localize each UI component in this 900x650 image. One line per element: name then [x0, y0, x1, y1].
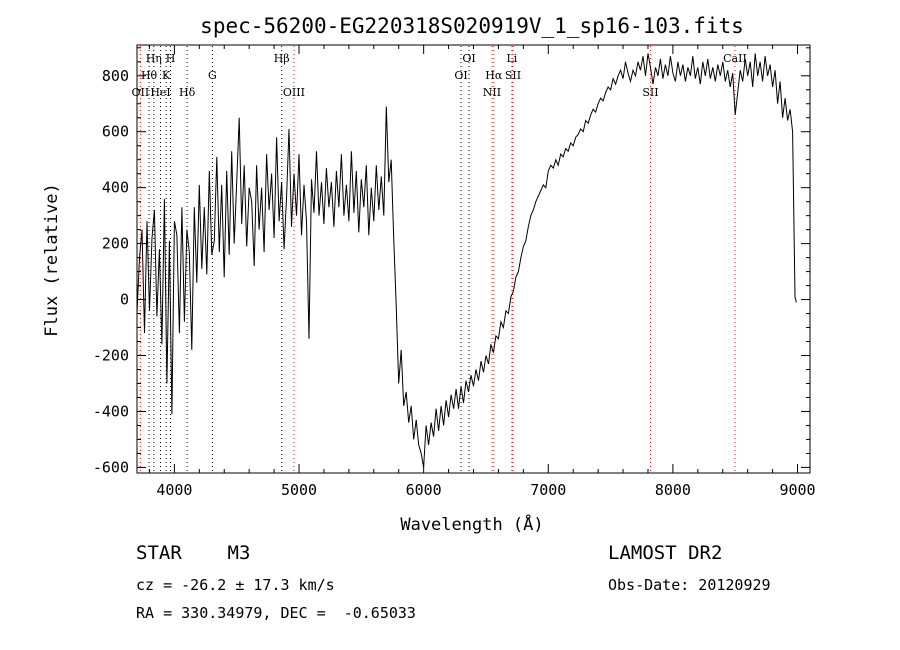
line-marker-label: SII: [505, 69, 521, 82]
object-class: STAR M3: [136, 542, 251, 564]
y-tick-label: 800: [102, 67, 129, 85]
x-tick-label: 4000: [156, 481, 192, 499]
y-tick-label: 400: [102, 179, 129, 197]
line-marker-label: OII: [132, 86, 150, 99]
survey-name: LAMOST DR2: [608, 542, 723, 564]
line-marker-label: Hη: [146, 52, 162, 65]
line-marker-label: CaII: [723, 52, 747, 65]
x-tick-label: 9000: [779, 481, 815, 499]
line-marker-label: OI: [454, 69, 467, 82]
y-tick-label: -600: [93, 458, 129, 476]
y-tick-label: 0: [120, 291, 129, 309]
chart-title: spec-56200-EG220318S020919V_1_sp16-103.f…: [200, 14, 744, 38]
plot-frame: [136, 44, 811, 474]
line-marker-label: NII: [483, 86, 501, 99]
y-tick-label: -200: [93, 347, 129, 365]
x-tick-label: 6000: [406, 481, 442, 499]
spectrum-chart: spec-56200-EG220318S020919V_1_sp16-103.f…: [42, 14, 816, 535]
line-marker-label: OIII: [283, 86, 305, 99]
x-axis: 4000 5000 6000 7000 8000 9000: [148, 45, 816, 499]
ra-dec: RA = 330.34979, DEC = -0.65033: [136, 604, 416, 622]
y-tick-label: 200: [102, 235, 129, 253]
line-marker-label: H: [166, 52, 176, 65]
spectrum-line: [136, 53, 797, 468]
observation-date: Obs-Date: 20120929: [608, 576, 771, 594]
line-marker-label: SII: [642, 86, 658, 99]
line-marker-label: Hδ: [179, 86, 196, 99]
line-marker-label: K: [162, 69, 171, 82]
x-axis-label: Wavelength (Å): [400, 513, 543, 535]
line-marker-label: OI: [462, 52, 475, 65]
x-tick-label: 8000: [655, 481, 691, 499]
y-tick-label: -400: [93, 402, 129, 420]
y-axis: -600 -400 -200 0 200 400 600 800: [93, 47, 810, 476]
line-markers: OIIHθHηHeIKHHδGHβOIIIOIOINIIHαLiSIISIICa…: [132, 46, 747, 472]
line-marker-label: Hα: [485, 69, 503, 82]
line-marker-label: HeI: [150, 86, 170, 99]
redshift-cz: cz = -26.2 ± 17.3 km/s: [136, 576, 335, 594]
x-tick-label: 5000: [281, 481, 317, 499]
y-tick-label: 600: [102, 123, 129, 141]
y-axis-label: Flux (relative): [42, 183, 62, 337]
line-marker-label: Hβ: [274, 52, 290, 65]
x-tick-label: 7000: [530, 481, 566, 499]
line-marker-label: Li: [506, 52, 517, 65]
line-marker-label: G: [208, 69, 217, 82]
spectrum-plot: [136, 53, 797, 468]
